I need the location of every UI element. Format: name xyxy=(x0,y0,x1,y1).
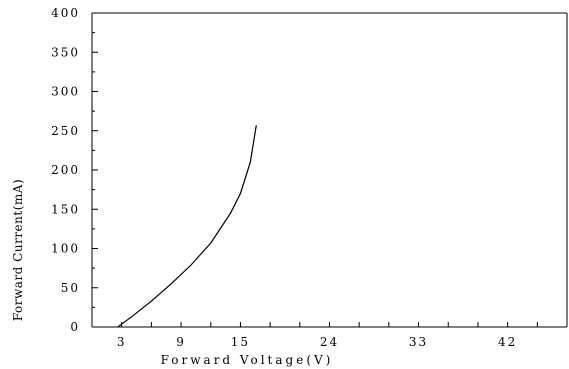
y-tick-label: 150 xyxy=(51,202,80,216)
series-line xyxy=(117,125,257,328)
x-axis-title: Forward Voltage(V) xyxy=(161,353,334,367)
y-tick-label: 0 xyxy=(70,320,80,334)
x-axis-ticks: 3 9 15 24 33 42 xyxy=(91,322,568,349)
plot-axes xyxy=(91,12,568,328)
x-tick-label: 24 xyxy=(320,335,339,349)
y-tick-label: 50 xyxy=(61,281,80,295)
y-tick-label: 200 xyxy=(51,163,80,177)
x-tick-label: 9 xyxy=(176,335,186,349)
x-tick-label: 15 xyxy=(231,335,250,349)
y-axis-ticks: 0 50 100 150 200 250 300 350 400 xyxy=(51,6,98,334)
series-group xyxy=(117,125,257,328)
y-tick-label: 350 xyxy=(51,45,80,59)
y-tick-label: 400 xyxy=(51,6,80,20)
y-tick-label: 100 xyxy=(51,242,80,256)
y-tick-label: 250 xyxy=(51,124,80,138)
x-tick-label: 33 xyxy=(409,335,428,349)
y-axis-title: Forward Current(mA) xyxy=(11,179,25,321)
x-tick-label: 3 xyxy=(117,335,127,349)
x-tick-label: 42 xyxy=(498,335,517,349)
y-tick-label: 300 xyxy=(51,85,80,99)
